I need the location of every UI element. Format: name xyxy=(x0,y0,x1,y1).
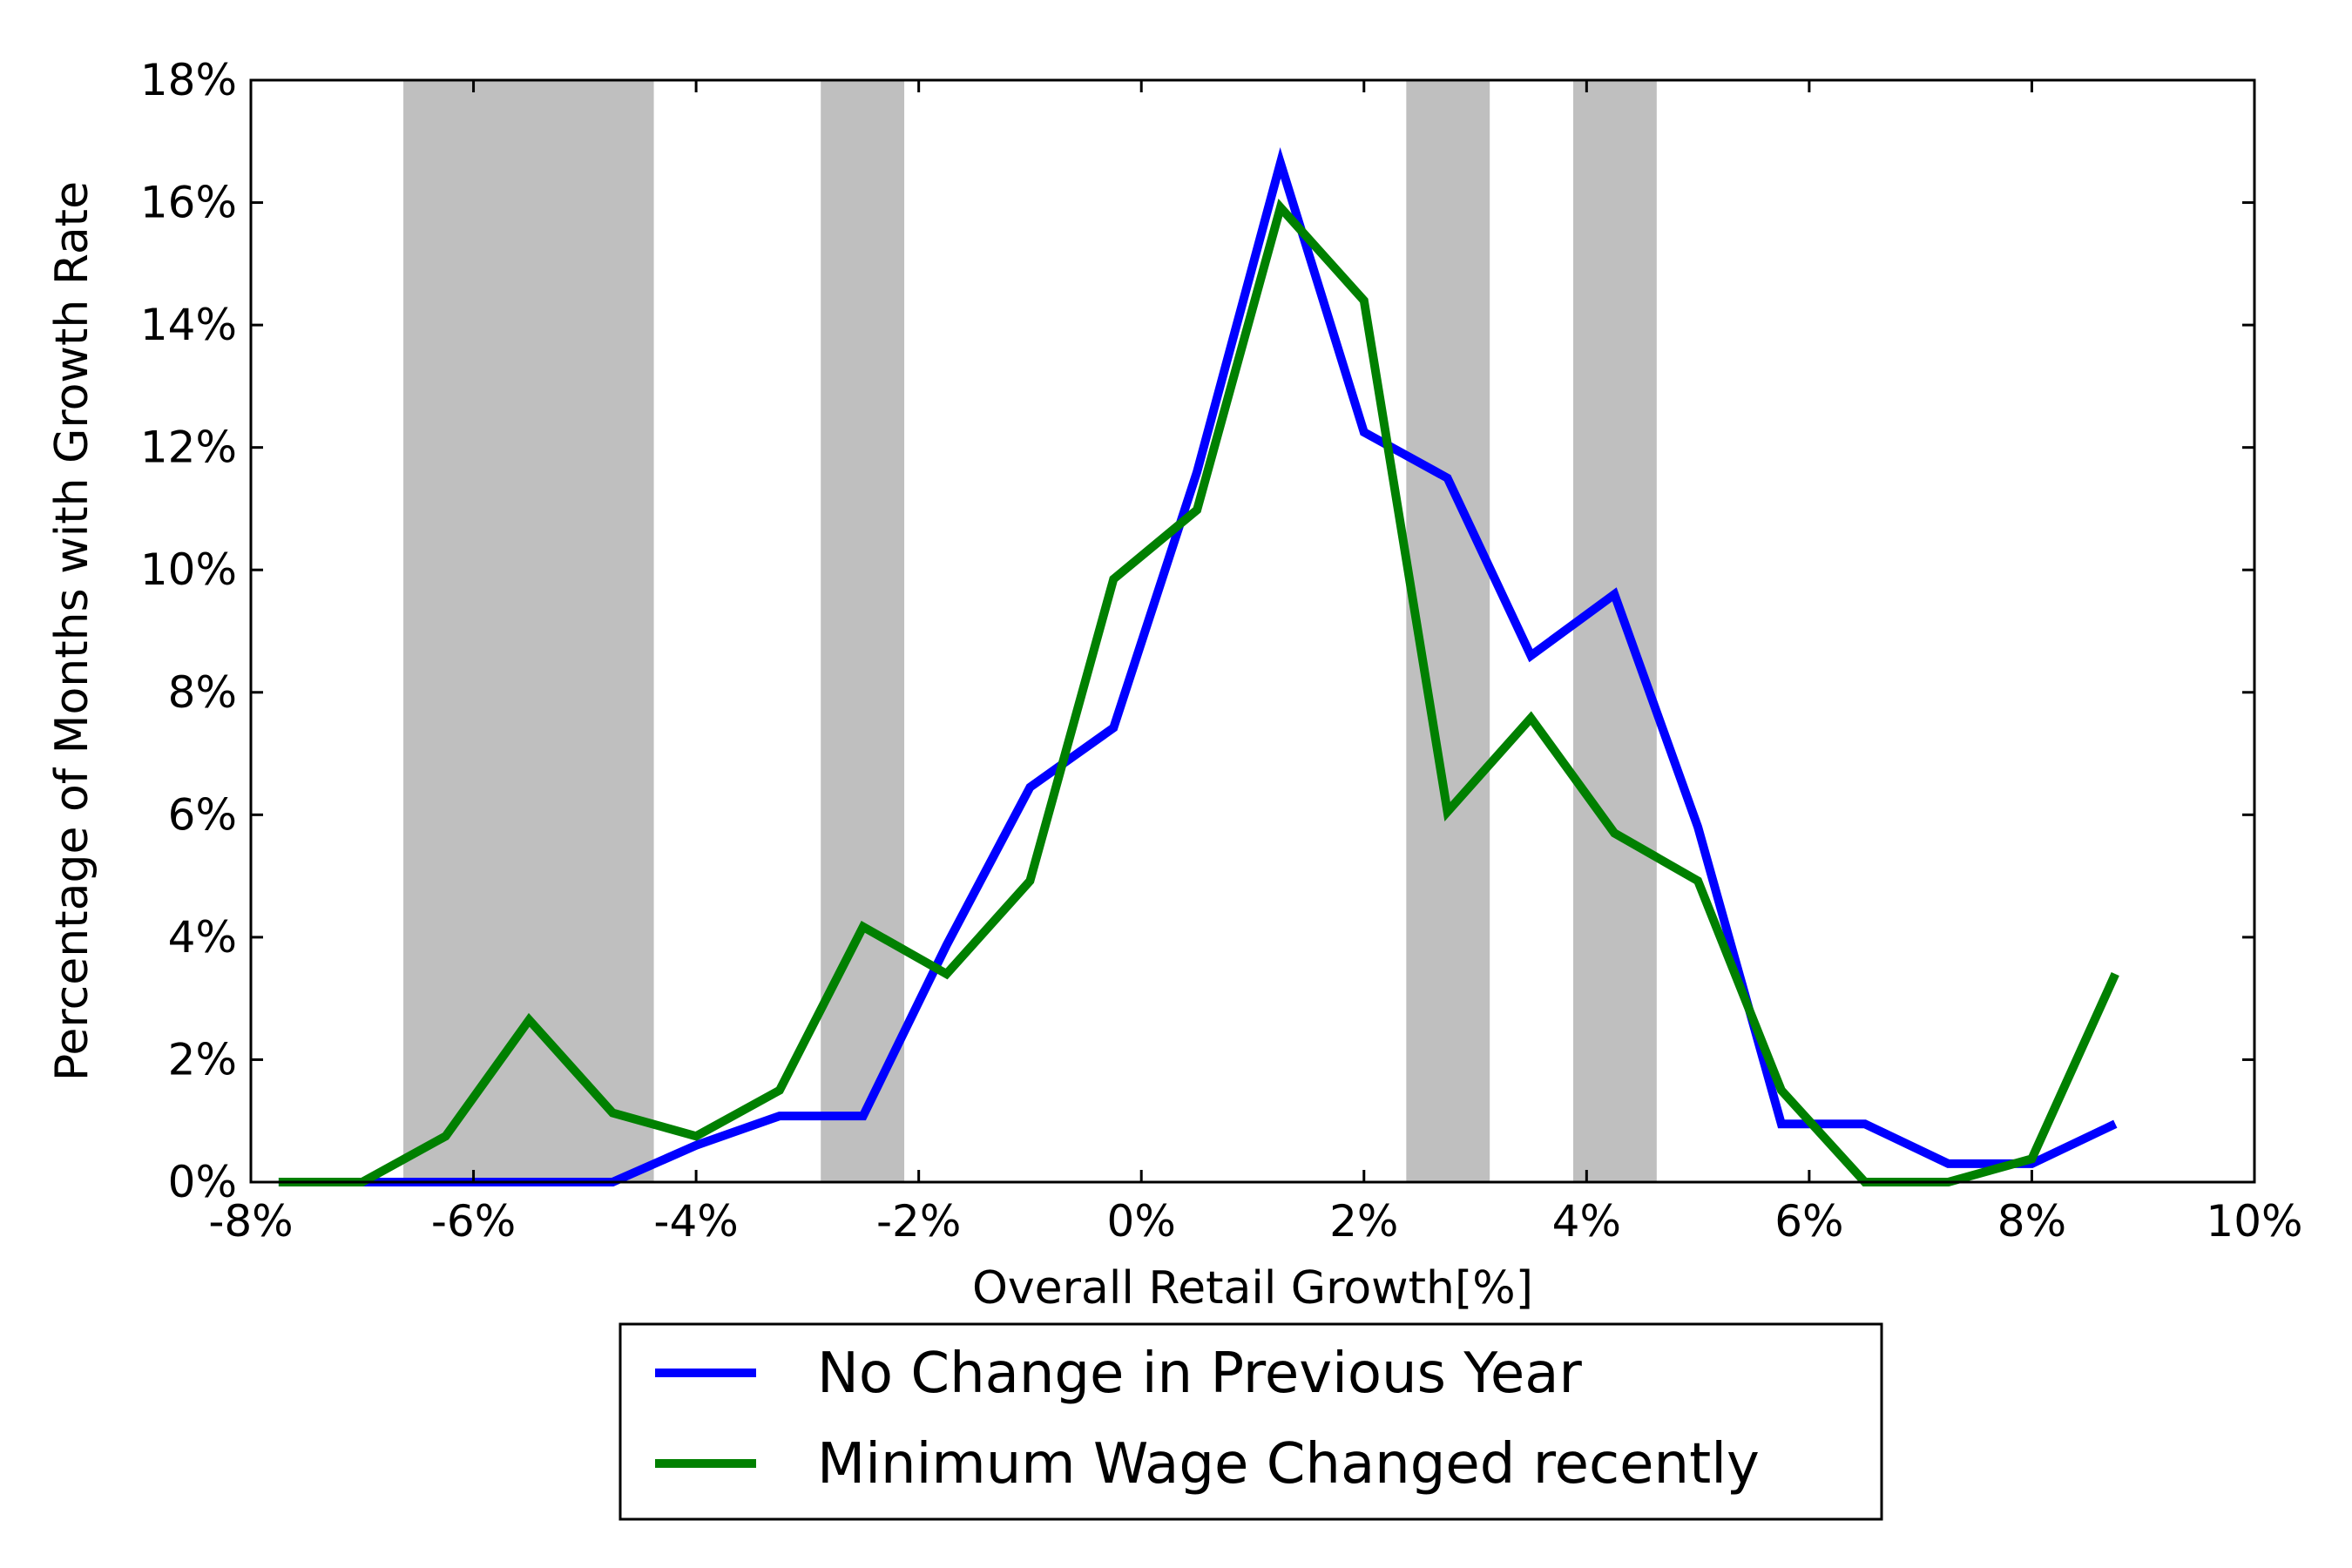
x-axis: -8% -6% -4% -2% 0% 2% 4% 6% 8% 10% xyxy=(208,80,2303,1247)
x-tick-label: -4% xyxy=(653,1196,738,1247)
x-tick-label: 2% xyxy=(1329,1196,1398,1247)
x-tick-label: 8% xyxy=(1997,1196,2066,1247)
x-axis-label: Overall Retail Growth[%] xyxy=(972,1262,1533,1315)
shaded-region xyxy=(1573,80,1657,1182)
plot-area-frame xyxy=(249,78,2256,1184)
x-tick-label: 6% xyxy=(1774,1196,1843,1247)
y-tick-label: 4% xyxy=(168,912,237,963)
shaded-regions xyxy=(403,80,1657,1182)
y-tick-label: 10% xyxy=(140,544,237,595)
legend-box xyxy=(618,1322,1883,1521)
y-tick-label: 2% xyxy=(168,1034,237,1085)
legend-label: No Change in Previous Year xyxy=(817,1342,1582,1406)
y-tick-label: 16% xyxy=(140,178,237,228)
shaded-region xyxy=(403,80,654,1182)
x-tick-label: -2% xyxy=(876,1196,961,1247)
x-tick-label: 4% xyxy=(1552,1196,1621,1247)
x-tick-label: -6% xyxy=(431,1196,516,1247)
x-tick-label: 0% xyxy=(1107,1196,1176,1247)
legend: No Change in Previous Year Minimum Wage C… xyxy=(618,1322,1883,1521)
shaded-region xyxy=(821,80,905,1182)
y-tick-label: 6% xyxy=(168,789,237,840)
x-tick-label: -8% xyxy=(208,1196,293,1247)
x-tick-label: 10% xyxy=(2206,1196,2302,1247)
y-axis-label: Percentage of Months with Growth Rate xyxy=(46,181,98,1081)
y-axis: 0% 2% 4% 6% 8% 10% 12% 14% 16% 18% xyxy=(140,55,2254,1207)
y-tick-label: 8% xyxy=(168,667,237,718)
y-tick-label: 18% xyxy=(140,55,237,105)
y-tick-label: 14% xyxy=(140,300,237,350)
y-tick-label: 0% xyxy=(168,1157,237,1207)
y-tick-label: 12% xyxy=(140,422,237,473)
series-line xyxy=(278,199,2119,1186)
legend-label: Minimum Wage Changed recently xyxy=(817,1432,1760,1497)
